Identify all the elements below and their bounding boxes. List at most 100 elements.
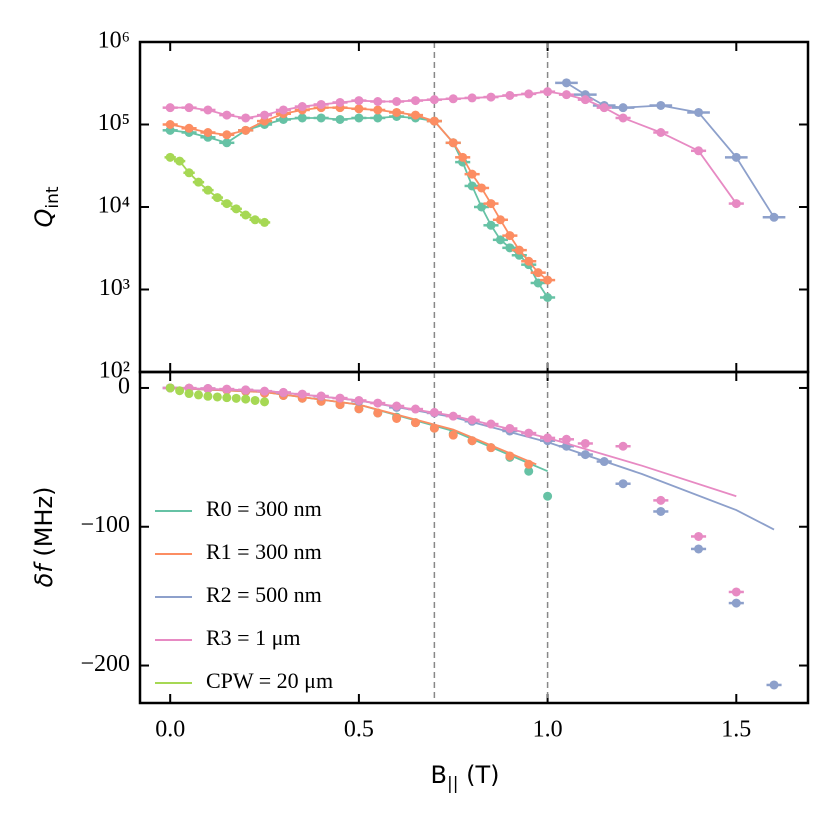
data-point bbox=[411, 404, 421, 414]
data-point bbox=[618, 103, 628, 113]
data-point bbox=[486, 419, 496, 429]
data-point bbox=[448, 430, 458, 440]
data-point bbox=[769, 212, 779, 222]
data-point bbox=[411, 418, 421, 428]
data-point bbox=[448, 411, 458, 421]
legend-label: R1 = 300 nm bbox=[206, 539, 322, 564]
data-point bbox=[429, 95, 439, 105]
data-point bbox=[354, 404, 364, 414]
data-point bbox=[429, 407, 439, 417]
label-part: (T) bbox=[466, 761, 499, 789]
legend-label: R2 = 500 nm bbox=[206, 582, 322, 607]
data-point bbox=[694, 544, 704, 554]
plot-frame bbox=[138, 370, 810, 705]
label-part bbox=[458, 761, 466, 789]
data-point bbox=[203, 185, 213, 195]
data-point bbox=[505, 423, 515, 433]
data-point bbox=[448, 94, 458, 104]
data-point bbox=[373, 97, 383, 107]
data-point bbox=[184, 168, 194, 178]
data-point bbox=[203, 127, 213, 137]
data-point bbox=[580, 95, 590, 105]
data-point bbox=[212, 193, 222, 203]
y-tick-label: 10⁶ bbox=[98, 28, 130, 54]
data-point bbox=[241, 210, 251, 220]
y-tick-label: 10² bbox=[99, 358, 130, 384]
y-tick-label: 10⁵ bbox=[98, 110, 130, 136]
data-point bbox=[241, 113, 251, 123]
data-point bbox=[467, 415, 477, 425]
data-point bbox=[486, 92, 496, 102]
data-point bbox=[297, 389, 307, 399]
data-point bbox=[392, 107, 402, 117]
data-point bbox=[694, 531, 704, 541]
x-tick-label: 1.5 bbox=[721, 717, 751, 743]
data-point bbox=[656, 100, 666, 110]
y-tick-label: 10³ bbox=[99, 275, 130, 301]
data-point bbox=[524, 459, 534, 469]
data-point bbox=[260, 110, 270, 120]
series-line bbox=[169, 156, 265, 224]
data-point bbox=[467, 93, 477, 103]
data-point bbox=[203, 384, 213, 394]
data-point bbox=[694, 107, 704, 117]
data-point bbox=[561, 78, 571, 88]
data-point bbox=[467, 436, 477, 446]
data-point bbox=[354, 104, 364, 114]
data-point bbox=[241, 125, 251, 135]
data-point bbox=[599, 457, 609, 467]
data-point bbox=[656, 127, 666, 137]
data-point bbox=[731, 199, 741, 209]
y-tick-label: 10⁴ bbox=[98, 193, 130, 219]
series-line bbox=[565, 82, 775, 218]
data-point bbox=[373, 398, 383, 408]
data-point bbox=[373, 105, 383, 115]
data-point bbox=[175, 156, 185, 166]
data-point bbox=[392, 413, 402, 423]
x-axis-label: B|| (T) bbox=[431, 761, 500, 794]
data-point bbox=[260, 217, 270, 227]
data-point bbox=[731, 587, 741, 597]
data-point bbox=[222, 199, 232, 209]
data-point bbox=[241, 394, 251, 404]
data-point bbox=[533, 268, 543, 278]
series-line bbox=[170, 90, 738, 205]
data-point bbox=[222, 384, 232, 394]
label-part: int bbox=[43, 186, 63, 208]
data-point bbox=[231, 393, 241, 403]
data-point bbox=[165, 383, 175, 393]
data-point bbox=[203, 391, 213, 401]
data-point bbox=[260, 397, 270, 407]
data-point bbox=[354, 395, 364, 405]
data-point bbox=[524, 428, 534, 438]
data-point bbox=[524, 89, 534, 99]
label-part: || bbox=[447, 774, 458, 794]
data-point bbox=[260, 386, 270, 396]
data-point bbox=[335, 97, 345, 107]
data-point bbox=[411, 110, 421, 120]
data-point bbox=[505, 451, 515, 461]
data-point bbox=[203, 105, 213, 115]
legend-label: R0 = 300 nm bbox=[206, 496, 322, 521]
data-point bbox=[316, 391, 326, 401]
data-point bbox=[354, 96, 364, 106]
data-point bbox=[543, 275, 553, 285]
data-point bbox=[543, 433, 553, 443]
data-point bbox=[656, 495, 666, 505]
data-point bbox=[316, 99, 326, 109]
data-point bbox=[477, 183, 487, 193]
y-tick-label: 0 bbox=[118, 373, 130, 399]
data-point bbox=[486, 220, 496, 230]
data-point bbox=[486, 199, 496, 209]
data-point bbox=[165, 103, 175, 113]
data-point bbox=[694, 146, 704, 156]
data-point bbox=[618, 113, 628, 123]
data-point bbox=[184, 103, 194, 113]
data-point bbox=[231, 204, 241, 214]
data-point bbox=[505, 231, 515, 241]
label-part: B bbox=[431, 761, 447, 789]
data-point bbox=[580, 438, 590, 448]
label-part: δf bbox=[30, 561, 58, 588]
data-point bbox=[495, 215, 505, 225]
data-point bbox=[731, 152, 741, 162]
